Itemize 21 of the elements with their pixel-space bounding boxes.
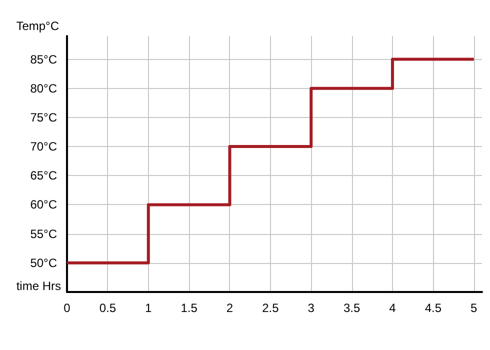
x-tick-label: 0.5 [99,301,116,315]
y-axis-title: Temp°C [16,19,60,33]
x-tick-label: 4 [389,301,396,315]
y-tick-label: 65°C [30,168,58,183]
x-axis-title: time Hrs [16,279,61,293]
y-tick-label: 75°C [30,110,58,124]
y-tick-label: 60°C [30,198,58,212]
x-tick-label: 4.5 [424,301,442,315]
x-tick-label: 1 [145,301,152,315]
y-tick-label: 70°C [30,140,58,154]
y-tick-label: 80°C [30,81,58,96]
x-tick-label: 2.5 [262,301,280,315]
x-tick-label: 5 [470,301,478,315]
y-tick-label: 50°C [30,256,58,270]
y-tick-label: 55°C [30,226,58,241]
x-tick-label: 0 [64,301,71,315]
x-tick-label: 1.5 [180,301,198,315]
x-tick-label: 3 [308,301,315,315]
x-tick-label: 3.5 [343,301,360,315]
x-tick-label: 2 [226,301,234,315]
y-tick-label: 85°C [30,52,58,66]
